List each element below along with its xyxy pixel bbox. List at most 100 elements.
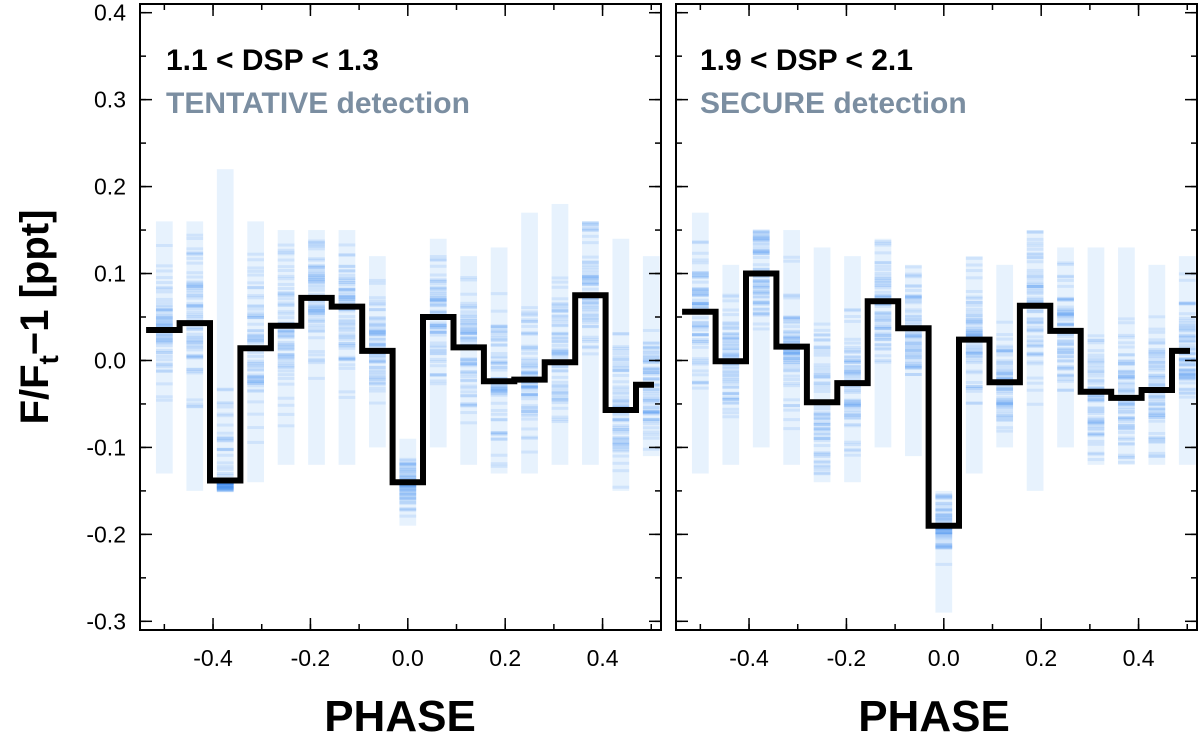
cloud-strip <box>399 483 417 487</box>
cloud-strip <box>429 341 447 345</box>
cloud-strip <box>996 361 1014 365</box>
cloud-strip <box>186 369 204 373</box>
cloud-strip <box>521 357 538 361</box>
cloud-strip <box>1178 371 1196 375</box>
cloud-strip <box>691 293 709 297</box>
cloud-strip <box>1057 350 1074 354</box>
cloud-strip <box>844 368 861 372</box>
cloud-strip <box>996 371 1014 375</box>
cloud-strip <box>642 361 660 365</box>
cloud-strip <box>247 329 265 333</box>
cloud-strip <box>612 390 630 394</box>
cloud-strip <box>965 384 983 388</box>
cloud-strip <box>965 313 983 317</box>
cloud-strip <box>1178 368 1196 372</box>
cloud-strip <box>905 275 922 279</box>
cloud-strip <box>216 437 234 441</box>
cloud-strip <box>965 351 983 355</box>
cloud-strip <box>369 329 386 333</box>
cloud-strip <box>490 433 508 437</box>
cloud-strip <box>582 316 599 320</box>
cloud-band <box>965 256 983 474</box>
cloud-strip <box>277 331 295 335</box>
cloud-strip <box>308 359 325 363</box>
cloud-strip <box>338 298 356 302</box>
cloud-strip <box>1026 297 1044 301</box>
cloud-strip <box>612 345 630 349</box>
cloud-strip <box>521 351 538 355</box>
cloud-strip <box>277 274 295 278</box>
cloud-strip <box>1087 416 1105 420</box>
cloud-strip <box>1087 393 1105 397</box>
cloud-strip <box>691 306 709 310</box>
cloud-strip <box>691 321 709 325</box>
cloud-strip <box>338 269 356 273</box>
cloud-strip <box>521 312 538 316</box>
cloud-strip <box>1178 335 1196 339</box>
cloud-strip <box>216 488 234 492</box>
cloud-strip <box>612 402 630 406</box>
cloud-strip <box>1057 388 1074 392</box>
cloud-strip <box>429 303 447 307</box>
cloud-strip <box>1026 230 1044 234</box>
cloud-strip <box>308 239 325 243</box>
cloud-strip <box>813 376 831 380</box>
cloud-strip <box>429 330 447 334</box>
cloud-strip <box>277 265 295 269</box>
cloud-strip <box>186 289 204 293</box>
cloud-strip <box>642 410 660 414</box>
left-detection-label: TENTATIVE detection <box>166 87 470 120</box>
cloud-strip <box>338 341 356 345</box>
cloud-band <box>247 221 265 483</box>
cloud-strip <box>935 518 953 522</box>
cloud-strip <box>277 353 295 357</box>
cloud-strip <box>369 316 386 320</box>
cloud-strip <box>1148 407 1166 411</box>
cloud-strip <box>1057 347 1074 351</box>
cloud-strip <box>1178 374 1196 378</box>
cloud-strip <box>460 403 478 407</box>
cloud-strip <box>490 388 508 392</box>
cloud-strip <box>490 365 508 369</box>
cloud-strip <box>844 423 861 427</box>
cloud-strip <box>844 399 861 403</box>
cloud-strip <box>155 382 173 386</box>
cloud-strip <box>247 316 265 320</box>
cloud-strip <box>783 325 801 329</box>
cloud-strip <box>1087 356 1105 360</box>
cloud-strip <box>308 319 325 323</box>
cloud-strip <box>642 372 660 376</box>
cloud-strip <box>783 408 801 412</box>
cloud-strip <box>905 353 922 357</box>
x-tick-label: -0.4 <box>193 645 233 671</box>
cloud-strip <box>277 291 295 295</box>
cloud-strip <box>460 362 478 366</box>
cloud-strip <box>813 412 831 416</box>
cloud-strip <box>521 385 538 389</box>
cloud-strip <box>642 377 660 381</box>
cloud-strip <box>996 399 1014 403</box>
cloud-strip <box>783 356 801 360</box>
cloud-strip <box>905 314 922 318</box>
cloud-strip <box>783 356 801 360</box>
right-dsp-range-label: 1.9 < DSP < 2.1 <box>700 44 913 77</box>
cloud-strip <box>399 514 417 518</box>
cloud-strip <box>813 471 831 475</box>
cloud-strip <box>752 236 770 240</box>
cloud-strip <box>1057 310 1074 314</box>
cloud-strip <box>308 275 325 279</box>
cloud-strip <box>460 336 478 340</box>
cloud-strip <box>308 302 325 306</box>
cloud-strip <box>722 343 740 347</box>
cloud-strip <box>155 318 173 322</box>
cloud-strip <box>722 321 740 325</box>
cloud-strip <box>155 333 173 337</box>
cloud-strip <box>338 395 356 399</box>
cloud-strip <box>691 381 709 385</box>
cloud-strip <box>521 319 538 323</box>
cloud-strip <box>155 365 173 369</box>
cloud-strip <box>460 331 478 335</box>
cloud-strip <box>874 316 892 320</box>
cloud-strip <box>247 440 265 444</box>
cloud-strip <box>752 295 770 299</box>
